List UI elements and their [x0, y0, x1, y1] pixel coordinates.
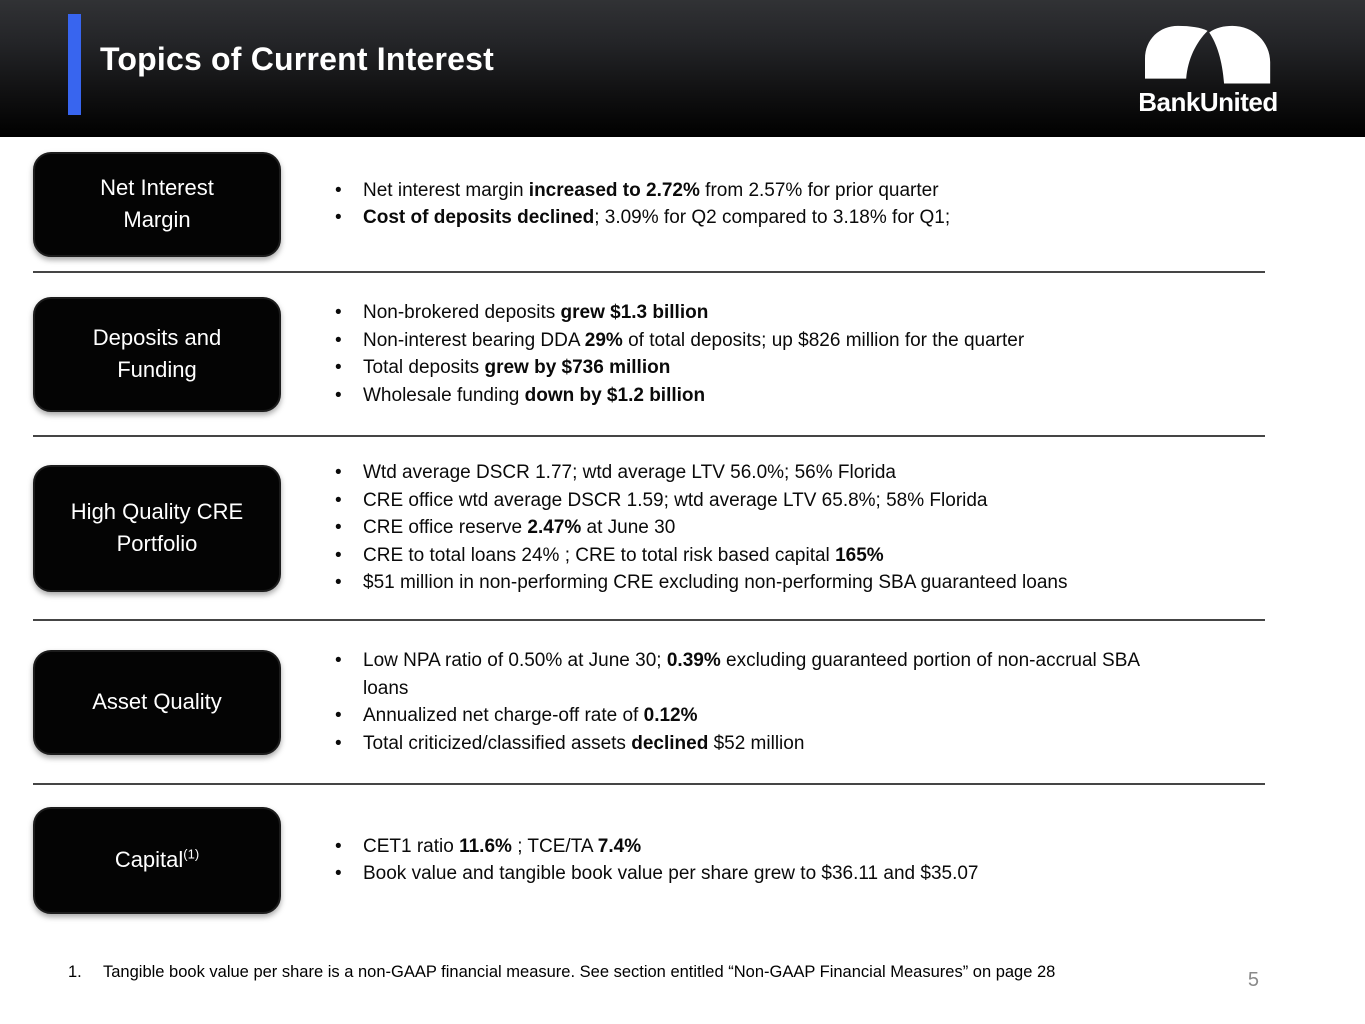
bankunited-arches-icon: [1145, 25, 1271, 84]
topic-label: Deposits and Funding: [92, 325, 222, 382]
topic-box: Net Interest Margin: [33, 151, 281, 257]
topic-row: Asset Quality Low NPA ratio of 0.50% at …: [0, 621, 1365, 783]
section-divider: [33, 619, 1265, 621]
footnote-text: Tangible book value per share is a non-G…: [103, 963, 1056, 981]
footnote: 1. Tangible book value per share is a no…: [68, 963, 1055, 982]
bullet-item: Total deposits grew by $736 million: [330, 354, 1024, 382]
bullet-item: Non-brokered deposits grew $1.3 billion: [330, 299, 1024, 327]
bullet-item: Annualized net charge-off rate of 0.12%: [330, 702, 1140, 730]
topic-box: High Quality CRE Portfolio: [33, 464, 281, 592]
topic-label: High Quality CRE Portfolio: [70, 499, 244, 556]
topic-bullets: CET1 ratio 11.6% ; TCE/TA 7.4%Book value…: [330, 833, 979, 888]
bullet-item: Wholesale funding down by $1.2 billion: [330, 382, 1024, 410]
bullet-item: Net interest margin increased to 2.72% f…: [330, 177, 950, 205]
slide-header: Topics of Current Interest BankUnited: [0, 0, 1365, 137]
title-accent-bar: [68, 14, 81, 115]
topic-box: Capital(1): [33, 806, 281, 914]
topic-label: Asset Quality: [92, 689, 222, 715]
bullet-item: Book value and tangible book value per s…: [330, 860, 979, 888]
topic-label: Capital(1): [114, 846, 200, 873]
topic-bullets: Low NPA ratio of 0.50% at June 30; 0.39%…: [330, 647, 1140, 757]
bullet-item: $51 million in non-performing CRE exclud…: [330, 569, 1067, 597]
page-number: 5: [1247, 969, 1259, 991]
topic-box: Asset Quality: [33, 649, 281, 755]
topic-label: Net Interest Margin: [100, 175, 214, 232]
bullet-item: CRE office wtd average DSCR 1.59; wtd av…: [330, 487, 1067, 515]
bullet-item: Non-interest bearing DDA 29% of total de…: [330, 327, 1024, 355]
topic-bullets: Non-brokered deposits grew $1.3 billionN…: [330, 299, 1024, 409]
bullet-item: CRE to total loans 24% ; CRE to total ri…: [330, 542, 1067, 570]
footnote-number: 1.: [68, 963, 82, 981]
bullet-item: CET1 ratio 11.6% ; TCE/TA 7.4%: [330, 833, 979, 861]
topic-bullets: Net interest margin increased to 2.72% f…: [330, 177, 950, 232]
section-divider: [33, 271, 1265, 273]
topic-box: Deposits and Funding: [33, 296, 281, 412]
bullet-item: Cost of deposits declined; 3.09% for Q2 …: [330, 204, 950, 232]
topic-bullets: Wtd average DSCR 1.77; wtd average LTV 5…: [330, 459, 1067, 597]
bullet-item: Low NPA ratio of 0.50% at June 30; 0.39%…: [330, 647, 1140, 702]
section-divider: [33, 435, 1265, 437]
bullet-item: Wtd average DSCR 1.77; wtd average LTV 5…: [330, 459, 1067, 487]
topic-row: Capital(1) CET1 ratio 11.6% ; TCE/TA 7.4…: [0, 785, 1365, 935]
section-divider: [33, 783, 1265, 785]
page-title: Topics of Current Interest: [100, 41, 494, 77]
bankunited-logo: BankUnited: [1129, 16, 1287, 115]
bullet-item: CRE office reserve 2.47% at June 30: [330, 514, 1067, 542]
bullet-item: Total criticized/classified assets decli…: [330, 730, 1140, 758]
bankunited-logo-text: BankUnited: [1138, 87, 1278, 117]
